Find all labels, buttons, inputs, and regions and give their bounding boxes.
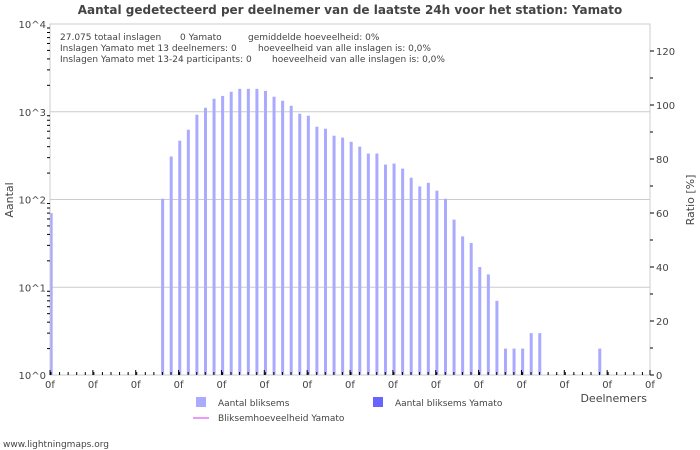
x-tick-label: 0f [345, 380, 355, 391]
bar [366, 153, 370, 375]
legend-swatch-yamato [373, 397, 383, 407]
bar [306, 115, 310, 375]
bar [203, 107, 207, 375]
legend-swatch-aantal [196, 397, 206, 407]
y-tick-label: 10^2 [19, 196, 46, 207]
bars [49, 88, 610, 376]
bar [426, 182, 430, 375]
bar [298, 113, 302, 376]
bar [452, 219, 456, 375]
bar [212, 98, 216, 376]
info-avg: gemiddelde hoeveelheid: 0% [248, 33, 380, 43]
bar [178, 140, 182, 375]
info-13-ratio: hoeveelheid van alle inslagen is: 0,0% [258, 44, 431, 54]
bar [443, 198, 447, 375]
bar [315, 126, 319, 375]
bar [229, 91, 233, 375]
footer-url: www.lightningmaps.org [3, 440, 109, 450]
x-tick-label: 0f [516, 380, 526, 391]
bar [221, 95, 225, 375]
x-tick-label: 0f [645, 380, 655, 391]
chart-title: Aantal gedetecteerd per deelnemer van de… [78, 3, 623, 17]
y-right-tick-label: 0 [656, 371, 662, 382]
bar [512, 348, 516, 375]
info-13: Inslagen Yamato met 13 deelnemers: 0 [60, 44, 237, 54]
y-tick-label: 10^4 [19, 20, 46, 31]
bar [435, 190, 439, 375]
bar [598, 348, 602, 375]
bar [186, 129, 190, 375]
bar [255, 88, 259, 375]
bar [246, 88, 250, 375]
info-13-24-ratio: hoeveelheid van alle inslagen is: 0,0% [272, 55, 445, 65]
bar [272, 96, 276, 376]
x-tick-label: 0f [559, 380, 569, 391]
x-tick-label: 0f [131, 380, 141, 391]
legend-label-yamato: Aantal bliksems Yamato [395, 399, 503, 409]
bar [169, 156, 173, 375]
y-tick-label: 10^0 [19, 371, 46, 382]
x-tick-label: 0f [431, 380, 441, 391]
bar [469, 242, 473, 375]
axes: 10^0 10^1 10^2 10^3 10^4 0 20 40 60 80 100 120 0f 0f 0… [19, 20, 676, 391]
info-total: 27.075 totaal inslagen [60, 33, 161, 43]
x-tick-label: 0f [259, 380, 269, 391]
bar [332, 135, 336, 375]
x-tick-label: 0f [602, 380, 612, 391]
x-tick-label: 0f [174, 380, 184, 391]
info-box: 27.075 totaal inslagen 0 Yamato gemiddel… [60, 33, 445, 65]
y-right-tick-label: 20 [656, 317, 669, 328]
bar [263, 90, 267, 376]
legend-label-aantal: Aantal bliksems [218, 399, 290, 409]
bar [521, 348, 525, 375]
x-tick-label: 0f [474, 380, 484, 391]
bar [341, 137, 345, 375]
bar [383, 164, 387, 375]
y-right-tick-label: 60 [656, 209, 669, 220]
bar [161, 198, 165, 375]
bar [529, 333, 533, 375]
x-axis-title: Deelnemers [580, 392, 647, 405]
bar [418, 186, 422, 375]
x-tick-label: 0f [388, 380, 398, 391]
bar [392, 163, 396, 375]
y-tick-label: 10^3 [19, 108, 46, 119]
y-axis-title: Aantal [3, 182, 16, 217]
bar [289, 105, 293, 375]
bar [401, 168, 405, 375]
bar [461, 236, 465, 375]
y-right-tick-label: 120 [656, 47, 675, 58]
bar [238, 88, 242, 375]
bar [358, 146, 362, 375]
bar [195, 114, 199, 375]
x-tick-label: 0f [45, 380, 55, 391]
x-tick-label: 0f [88, 380, 98, 391]
bar [495, 300, 499, 375]
legend: Aantal bliksems Aantal bliksems Yamato B… [193, 397, 503, 424]
info-13-24: Inslagen Yamato met 13-24 participants: … [60, 55, 252, 65]
bar [538, 333, 542, 375]
x-tick-label: 0f [216, 380, 226, 391]
x-tick-label: 0f [302, 380, 312, 391]
bar [375, 153, 379, 375]
bar [281, 100, 285, 375]
legend-label-hoeveelheid: Bliksemhoeveelheid Yamato [218, 414, 345, 424]
bar [503, 348, 507, 375]
info-station: 0 Yamato [180, 33, 222, 43]
y-right-tick-label: 40 [656, 263, 669, 274]
bar [486, 274, 490, 375]
bar [49, 213, 53, 375]
y-right-tick-label: 100 [656, 101, 675, 112]
y-right-tick-label: 80 [656, 155, 669, 166]
y-right-axis-title: Ratio [%] [684, 175, 697, 226]
bar [323, 128, 327, 375]
bar [478, 267, 482, 375]
bar [409, 177, 413, 375]
bar [349, 141, 353, 375]
y-tick-label: 10^1 [19, 283, 46, 294]
